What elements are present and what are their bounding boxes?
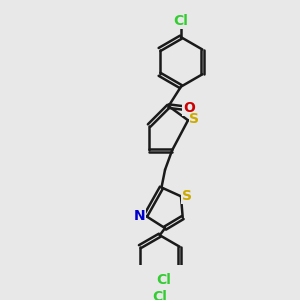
Text: S: S — [189, 112, 199, 126]
Text: S: S — [182, 189, 192, 203]
Text: O: O — [183, 101, 195, 115]
Text: N: N — [134, 209, 145, 223]
Text: Cl: Cl — [152, 290, 167, 300]
Text: Cl: Cl — [173, 14, 188, 28]
Text: Cl: Cl — [156, 273, 171, 287]
